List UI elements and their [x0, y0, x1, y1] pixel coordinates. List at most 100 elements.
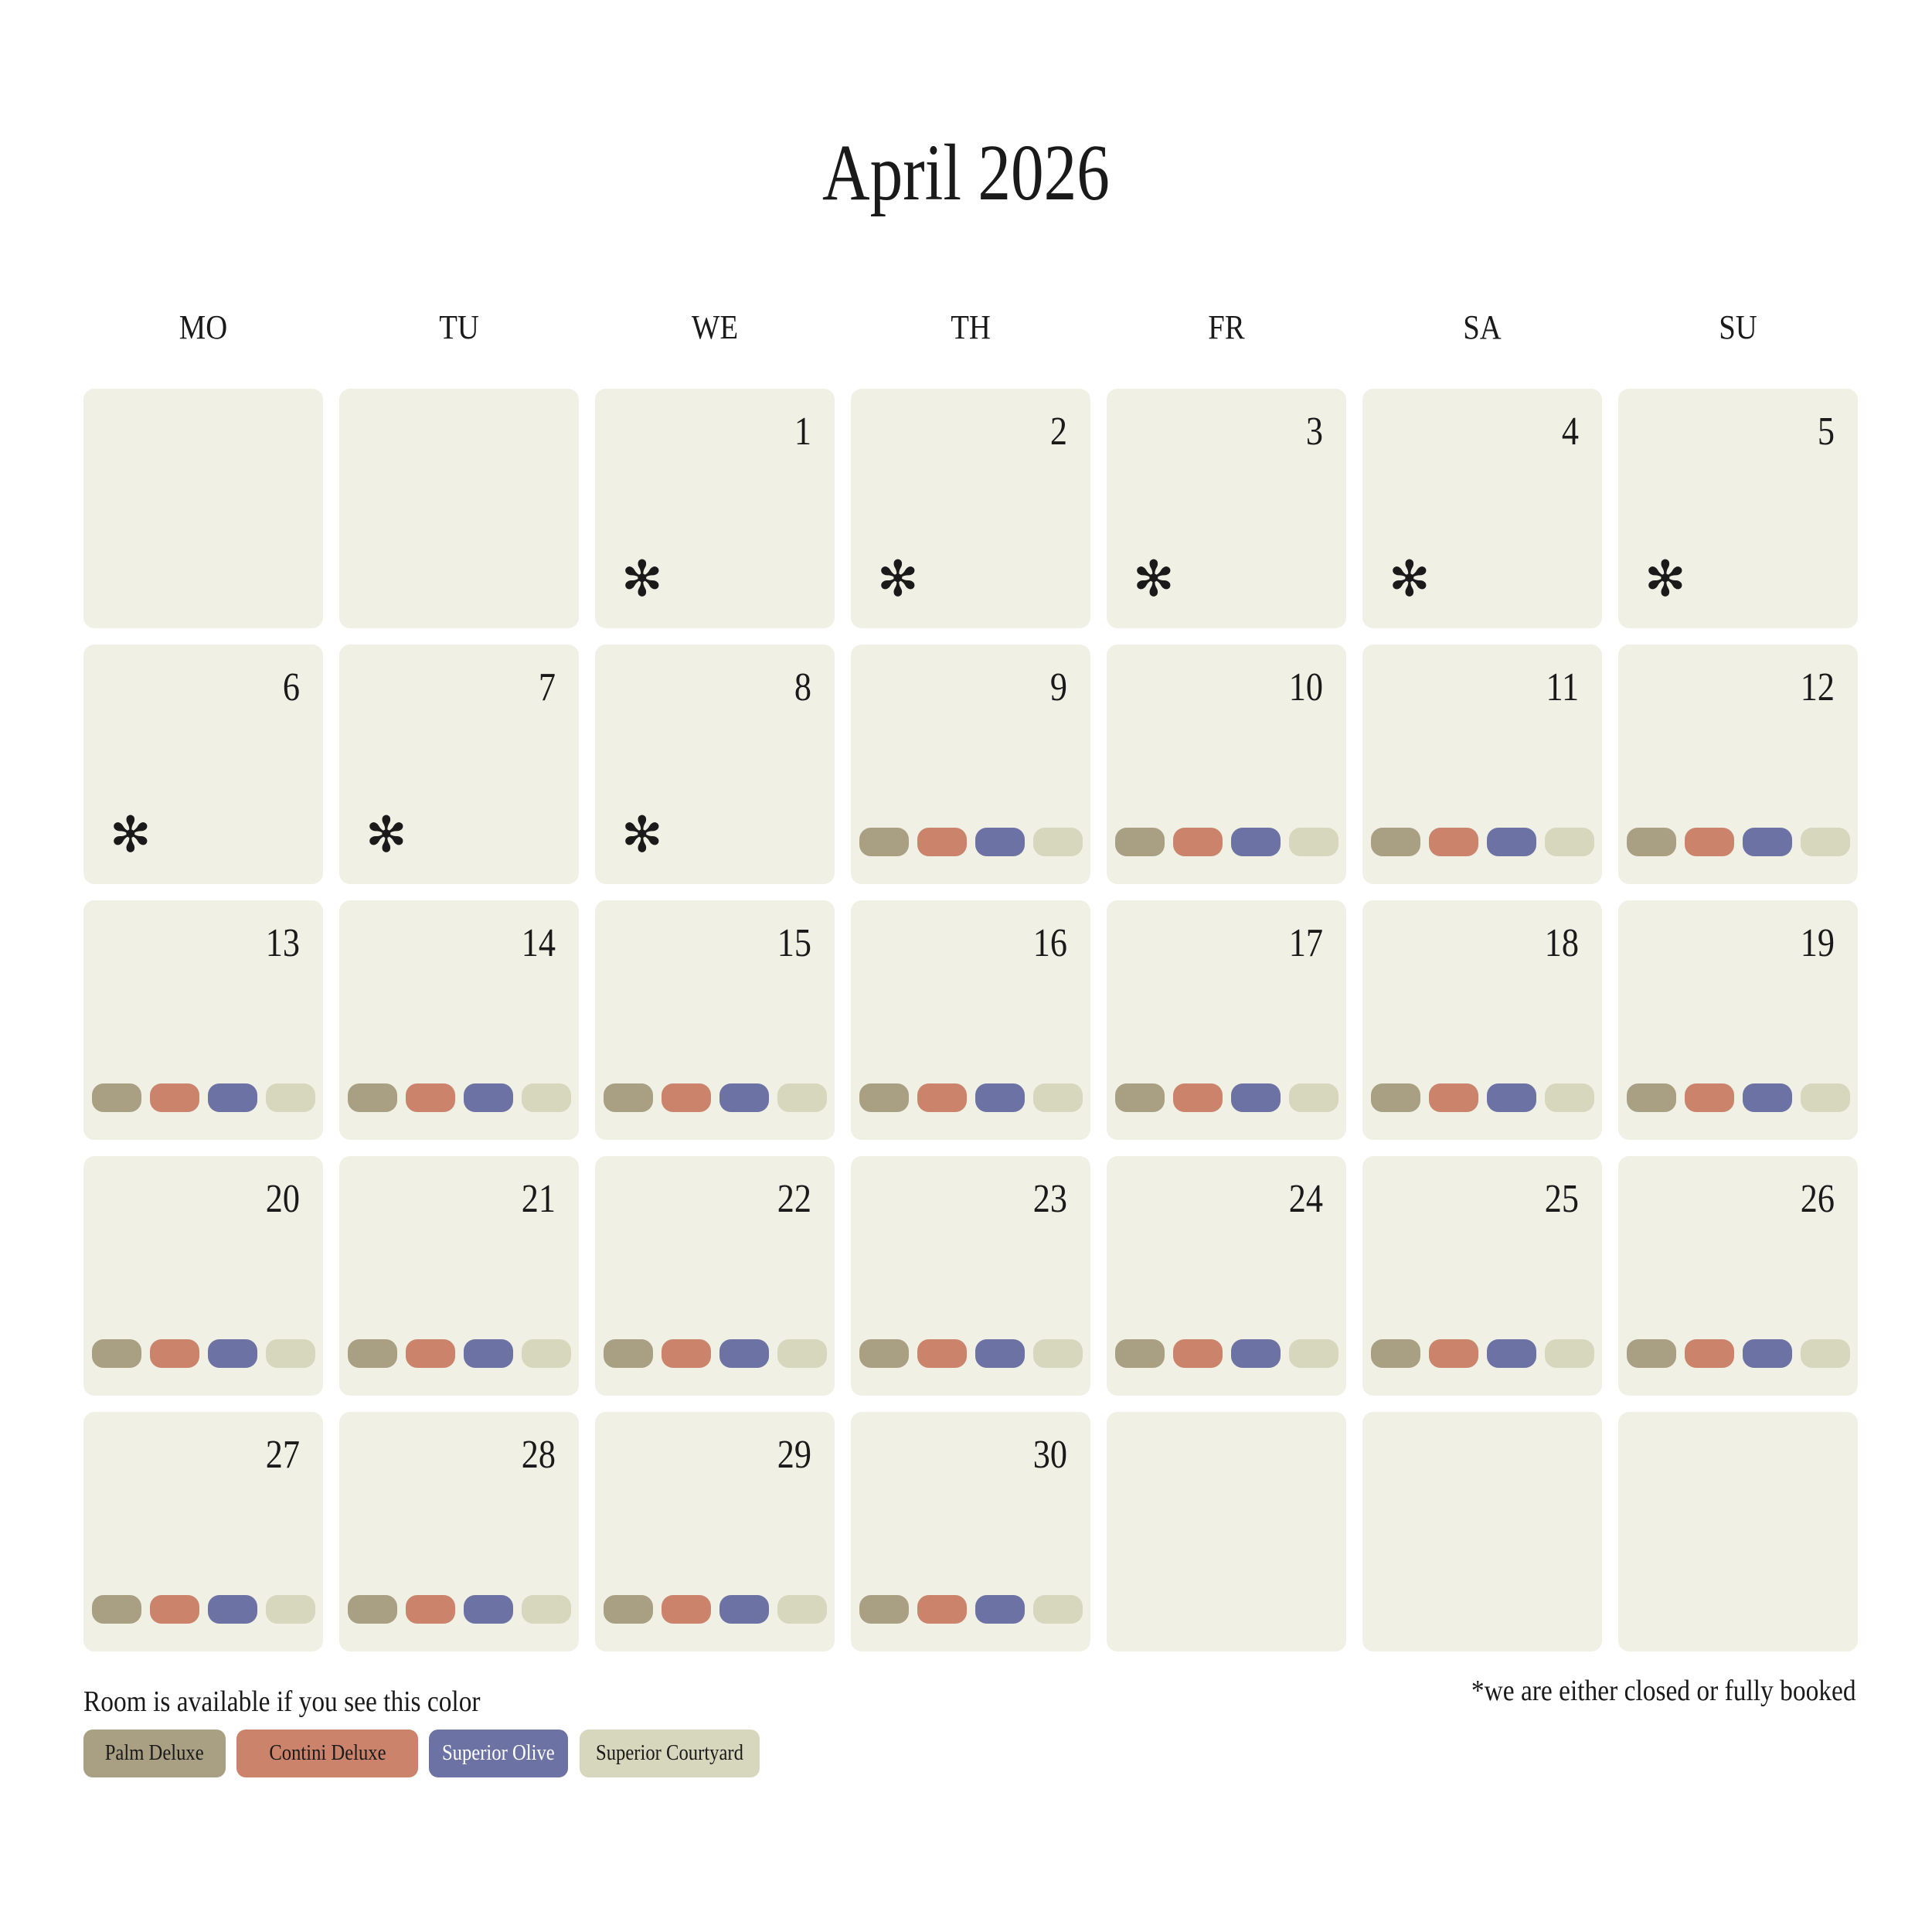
- availability-pill-palm-deluxe[interactable]: [859, 1595, 909, 1624]
- availability-pill-contini-deluxe[interactable]: [150, 1083, 199, 1112]
- day-cell-9[interactable]: 9: [851, 645, 1090, 884]
- day-cell-29[interactable]: 29: [595, 1412, 835, 1651]
- availability-pill-contini-deluxe[interactable]: [1685, 1083, 1734, 1112]
- availability-pill-superior-courtyard[interactable]: [266, 1083, 315, 1112]
- availability-pill-superior-courtyard[interactable]: [1545, 828, 1594, 856]
- availability-pill-superior-courtyard[interactable]: [522, 1339, 571, 1368]
- day-cell-30[interactable]: 30: [851, 1412, 1090, 1651]
- day-cell-23[interactable]: 23: [851, 1156, 1090, 1396]
- availability-pill-contini-deluxe[interactable]: [406, 1339, 455, 1368]
- availability-pill-contini-deluxe[interactable]: [1173, 1083, 1223, 1112]
- availability-pill-contini-deluxe[interactable]: [406, 1595, 455, 1624]
- availability-pill-superior-courtyard[interactable]: [1545, 1083, 1594, 1112]
- availability-pill-superior-olive[interactable]: [1231, 828, 1281, 856]
- availability-pill-contini-deluxe[interactable]: [917, 828, 967, 856]
- availability-pill-superior-courtyard[interactable]: [1289, 1339, 1338, 1368]
- availability-pill-superior-courtyard[interactable]: [266, 1339, 315, 1368]
- availability-pill-superior-olive[interactable]: [975, 828, 1025, 856]
- availability-pill-superior-olive[interactable]: [208, 1083, 257, 1112]
- availability-pill-palm-deluxe[interactable]: [1115, 1083, 1165, 1112]
- availability-pill-superior-olive[interactable]: [1743, 1339, 1792, 1368]
- availability-pill-contini-deluxe[interactable]: [662, 1083, 711, 1112]
- availability-pill-contini-deluxe[interactable]: [1173, 828, 1223, 856]
- availability-pill-superior-courtyard[interactable]: [1033, 1595, 1083, 1624]
- availability-pill-palm-deluxe[interactable]: [1371, 828, 1420, 856]
- availability-pill-superior-olive[interactable]: [208, 1595, 257, 1624]
- availability-pill-contini-deluxe[interactable]: [662, 1595, 711, 1624]
- availability-pill-palm-deluxe[interactable]: [1627, 1339, 1676, 1368]
- availability-pill-superior-courtyard[interactable]: [777, 1595, 827, 1624]
- availability-pill-contini-deluxe[interactable]: [662, 1339, 711, 1368]
- availability-pill-superior-courtyard[interactable]: [1801, 1083, 1850, 1112]
- availability-pill-superior-olive[interactable]: [719, 1083, 769, 1112]
- day-cell-17[interactable]: 17: [1107, 900, 1346, 1140]
- availability-pill-superior-olive[interactable]: [719, 1339, 769, 1368]
- availability-pill-palm-deluxe[interactable]: [1371, 1339, 1420, 1368]
- availability-pill-superior-olive[interactable]: [975, 1595, 1025, 1624]
- availability-pill-contini-deluxe[interactable]: [917, 1595, 967, 1624]
- availability-pill-contini-deluxe[interactable]: [406, 1083, 455, 1112]
- day-cell-1[interactable]: 1 ✻: [595, 389, 835, 628]
- availability-pill-palm-deluxe[interactable]: [348, 1083, 397, 1112]
- availability-pill-superior-courtyard[interactable]: [1033, 1339, 1083, 1368]
- availability-pill-palm-deluxe[interactable]: [604, 1339, 653, 1368]
- day-cell-25[interactable]: 25: [1362, 1156, 1602, 1396]
- availability-pill-superior-courtyard[interactable]: [1289, 1083, 1338, 1112]
- availability-pill-palm-deluxe[interactable]: [348, 1595, 397, 1624]
- day-cell-26[interactable]: 26: [1618, 1156, 1858, 1396]
- availability-pill-palm-deluxe[interactable]: [604, 1083, 653, 1112]
- availability-pill-palm-deluxe[interactable]: [92, 1339, 141, 1368]
- day-cell-19[interactable]: 19: [1618, 900, 1858, 1140]
- availability-pill-contini-deluxe[interactable]: [1685, 828, 1734, 856]
- availability-pill-superior-olive[interactable]: [1231, 1083, 1281, 1112]
- day-cell-2[interactable]: 2 ✻: [851, 389, 1090, 628]
- availability-pill-palm-deluxe[interactable]: [1115, 1339, 1165, 1368]
- day-cell-11[interactable]: 11: [1362, 645, 1602, 884]
- availability-pill-superior-olive[interactable]: [1231, 1339, 1281, 1368]
- availability-pill-superior-olive[interactable]: [464, 1083, 513, 1112]
- availability-pill-superior-olive[interactable]: [719, 1595, 769, 1624]
- availability-pill-contini-deluxe[interactable]: [1173, 1339, 1223, 1368]
- availability-pill-palm-deluxe[interactable]: [1627, 828, 1676, 856]
- day-cell-12[interactable]: 12: [1618, 645, 1858, 884]
- availability-pill-superior-courtyard[interactable]: [777, 1339, 827, 1368]
- day-cell-14[interactable]: 14: [339, 900, 579, 1140]
- availability-pill-contini-deluxe[interactable]: [1429, 1083, 1478, 1112]
- day-cell-13[interactable]: 13: [83, 900, 323, 1140]
- day-cell-20[interactable]: 20: [83, 1156, 323, 1396]
- day-cell-18[interactable]: 18: [1362, 900, 1602, 1140]
- day-cell-24[interactable]: 24: [1107, 1156, 1346, 1396]
- availability-pill-contini-deluxe[interactable]: [1429, 828, 1478, 856]
- day-cell-7[interactable]: 7 ✻: [339, 645, 579, 884]
- day-cell-27[interactable]: 27: [83, 1412, 323, 1651]
- availability-pill-superior-courtyard[interactable]: [1801, 1339, 1850, 1368]
- availability-pill-superior-olive[interactable]: [975, 1339, 1025, 1368]
- availability-pill-palm-deluxe[interactable]: [1115, 828, 1165, 856]
- availability-pill-palm-deluxe[interactable]: [859, 1083, 909, 1112]
- availability-pill-contini-deluxe[interactable]: [1685, 1339, 1734, 1368]
- day-cell-5[interactable]: 5 ✻: [1618, 389, 1858, 628]
- availability-pill-palm-deluxe[interactable]: [859, 1339, 909, 1368]
- availability-pill-superior-courtyard[interactable]: [1545, 1339, 1594, 1368]
- availability-pill-superior-olive[interactable]: [208, 1339, 257, 1368]
- availability-pill-superior-olive[interactable]: [1487, 1083, 1536, 1112]
- day-cell-15[interactable]: 15: [595, 900, 835, 1140]
- day-cell-28[interactable]: 28: [339, 1412, 579, 1651]
- availability-pill-contini-deluxe[interactable]: [1429, 1339, 1478, 1368]
- availability-pill-superior-olive[interactable]: [1487, 828, 1536, 856]
- availability-pill-superior-courtyard[interactable]: [266, 1595, 315, 1624]
- availability-pill-palm-deluxe[interactable]: [92, 1595, 141, 1624]
- availability-pill-palm-deluxe[interactable]: [1371, 1083, 1420, 1112]
- availability-pill-contini-deluxe[interactable]: [150, 1339, 199, 1368]
- day-cell-4[interactable]: 4 ✻: [1362, 389, 1602, 628]
- day-cell-8[interactable]: 8 ✻: [595, 645, 835, 884]
- availability-pill-superior-olive[interactable]: [464, 1595, 513, 1624]
- day-cell-3[interactable]: 3 ✻: [1107, 389, 1346, 628]
- availability-pill-superior-courtyard[interactable]: [1289, 828, 1338, 856]
- availability-pill-superior-olive[interactable]: [464, 1339, 513, 1368]
- day-cell-22[interactable]: 22: [595, 1156, 835, 1396]
- availability-pill-superior-olive[interactable]: [1487, 1339, 1536, 1368]
- availability-pill-superior-courtyard[interactable]: [522, 1595, 571, 1624]
- availability-pill-superior-olive[interactable]: [1743, 1083, 1792, 1112]
- availability-pill-contini-deluxe[interactable]: [917, 1339, 967, 1368]
